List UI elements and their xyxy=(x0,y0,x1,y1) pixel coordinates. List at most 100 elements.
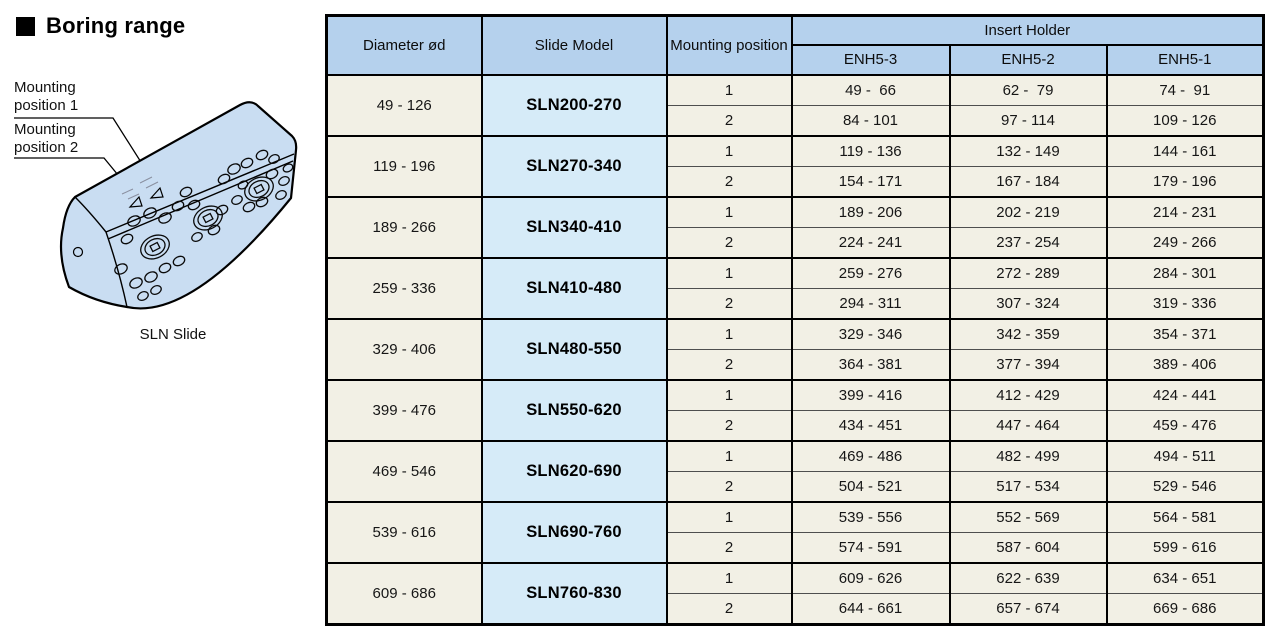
header-row-2: ENH5-3 ENH5-2 ENH5-1 xyxy=(327,44,1265,76)
range-cell-enh5-1: 214 - 231 xyxy=(1105,196,1265,228)
table-row: 2 84 - 101 97 - 114 109 - 126 xyxy=(327,105,1265,137)
range-cell-enh5-1: 109 - 126 xyxy=(1105,105,1265,137)
range-cell-enh5-2: 552 - 569 xyxy=(948,501,1108,533)
diameter-cell: 539 - 616 xyxy=(325,501,483,564)
range-cell-enh5-2: 167 - 184 xyxy=(948,166,1108,198)
range-cell-enh5-1: 74 - 91 xyxy=(1105,74,1265,106)
mounting-position-cell: 2 xyxy=(665,166,793,198)
mounting-position-cell: 1 xyxy=(665,318,793,350)
mounting-position-cell: 1 xyxy=(665,440,793,472)
mounting-position-cell: 2 xyxy=(665,288,793,320)
range-cell-enh5-3: 644 - 661 xyxy=(790,593,951,626)
range-cell-enh5-3: 119 - 136 xyxy=(790,135,951,167)
range-cell-enh5-1: 424 - 441 xyxy=(1105,379,1265,411)
diameter-cell: 469 - 546 xyxy=(325,440,483,503)
slide-model-cell: SLN270-340 xyxy=(480,135,668,198)
range-cell-enh5-1: 144 - 161 xyxy=(1105,135,1265,167)
section-title: Boring range xyxy=(16,13,185,39)
range-cell-enh5-2: 342 - 359 xyxy=(948,318,1108,350)
slide-model-cell: SLN550-620 xyxy=(480,379,668,442)
table-row: 259 - 336 SLN410-480 1 259 - 276 272 - 289 28… xyxy=(325,257,1265,320)
range-cell-enh5-3: 504 - 521 xyxy=(790,471,951,503)
table-row: 189 - 266 SLN340-410 1 189 - 206 202 - 219 21… xyxy=(325,196,1265,259)
range-cell-enh5-2: 517 - 534 xyxy=(948,471,1108,503)
table-row: 469 - 546 SLN620-690 1 469 - 486 482 - 499 49… xyxy=(325,440,1265,503)
header-row-1: Diameter ød Slide Model Mounting position I… xyxy=(325,14,1265,76)
table-row: 609 - 686 SLN760-830 1 609 - 626 622 - 639 63… xyxy=(325,562,1265,625)
range-cell-enh5-3: 154 - 171 xyxy=(790,166,951,198)
col-header-mounting-position: Mounting position xyxy=(665,14,793,76)
slide-body xyxy=(59,101,298,310)
slide-model-cell: SLN410-480 xyxy=(480,257,668,320)
illustration-caption: SLN Slide xyxy=(139,326,207,343)
range-cell-enh5-2: 377 - 394 xyxy=(948,349,1108,381)
table-row: 49 - 126 SLN200-270 1 49 - 66 62 - 79 74 - 91 xyxy=(325,74,1265,137)
diameter-cell: 49 - 126 xyxy=(325,74,483,137)
diameter-cell: 609 - 686 xyxy=(325,562,483,625)
mounting-position-cell: 1 xyxy=(665,196,793,228)
col-header-diameter: Diameter ød xyxy=(325,14,483,76)
range-cell-enh5-3: 49 - 66 xyxy=(790,74,951,106)
section-title-text: Boring range xyxy=(46,13,186,38)
sln-slide-illustration xyxy=(14,101,298,310)
col-header-insert-holder: Insert Holder xyxy=(790,14,1265,46)
range-cell-enh5-2: 447 - 464 xyxy=(948,410,1108,442)
table-row: 329 - 406 SLN480-550 1 329 - 346 342 - 359 35… xyxy=(325,318,1265,381)
range-cell-enh5-2: 237 - 254 xyxy=(948,227,1108,259)
section-marker-icon xyxy=(16,16,35,36)
col-header-enh-3: ENH5-3 xyxy=(790,44,951,76)
mounting-position-cell: 2 xyxy=(665,349,793,381)
range-cell-enh5-3: 399 - 416 xyxy=(790,379,951,411)
col-header-enh-2: ENH5-2 xyxy=(948,44,1108,76)
range-cell-enh5-3: 574 - 591 xyxy=(790,532,951,564)
diameter-cell: 119 - 196 xyxy=(325,135,483,198)
mounting-position-cell: 2 xyxy=(665,227,793,259)
table-row: 2 504 - 521 517 - 534 529 - 546 xyxy=(327,471,1265,503)
range-cell-enh5-2: 587 - 604 xyxy=(948,532,1108,564)
mounting-position-cell: 2 xyxy=(665,410,793,442)
range-cell-enh5-1: 599 - 616 xyxy=(1105,532,1265,564)
range-cell-enh5-2: 412 - 429 xyxy=(948,379,1108,411)
range-cell-enh5-3: 294 - 311 xyxy=(790,288,951,320)
slide-model-cell: SLN200-270 xyxy=(480,74,668,137)
range-cell-enh5-3: 434 - 451 xyxy=(790,410,951,442)
range-cell-enh5-2: 482 - 499 xyxy=(948,440,1108,472)
range-cell-enh5-2: 657 - 674 xyxy=(948,593,1108,626)
range-cell-enh5-1: 354 - 371 xyxy=(1105,318,1265,350)
range-cell-enh5-2: 307 - 324 xyxy=(948,288,1108,320)
table-row: 2 574 - 591 587 - 604 599 - 616 xyxy=(327,532,1265,564)
range-cell-enh5-3: 364 - 381 xyxy=(790,349,951,381)
diameter-cell: 189 - 266 xyxy=(325,196,483,259)
mounting-position-cell: 1 xyxy=(665,379,793,411)
diameter-cell: 329 - 406 xyxy=(325,318,483,381)
mounting-position-cell: 2 xyxy=(665,532,793,564)
slide-model-cell: SLN760-830 xyxy=(480,562,668,625)
range-cell-enh5-1: 634 - 651 xyxy=(1105,562,1265,594)
mounting-marker-1 xyxy=(149,186,164,199)
range-cell-enh5-1: 389 - 406 xyxy=(1105,349,1265,381)
range-cell-enh5-3: 189 - 206 xyxy=(790,196,951,228)
col-header-enh-1: ENH5-1 xyxy=(1105,44,1265,76)
range-cell-enh5-3: 469 - 486 xyxy=(790,440,951,472)
mounting-position-cell: 1 xyxy=(665,501,793,533)
table-row: 2 294 - 311 307 - 324 319 - 336 xyxy=(327,288,1265,320)
boring-range-table: Diameter ød Slide Model Mounting position I… xyxy=(325,14,1265,626)
range-cell-enh5-2: 272 - 289 xyxy=(948,257,1108,289)
range-cell-enh5-1: 179 - 196 xyxy=(1105,166,1265,198)
range-cell-enh5-3: 224 - 241 xyxy=(790,227,951,259)
range-cell-enh5-1: 459 - 476 xyxy=(1105,410,1265,442)
range-cell-enh5-2: 132 - 149 xyxy=(948,135,1108,167)
slide-model-cell: SLN480-550 xyxy=(480,318,668,381)
slide-model-cell: SLN690-760 xyxy=(480,501,668,564)
diameter-cell: 399 - 476 xyxy=(325,379,483,442)
range-cell-enh5-1: 494 - 511 xyxy=(1105,440,1265,472)
range-cell-enh5-2: 202 - 219 xyxy=(948,196,1108,228)
range-cell-enh5-1: 284 - 301 xyxy=(1105,257,1265,289)
range-cell-enh5-3: 609 - 626 xyxy=(790,562,951,594)
table-row: 539 - 616 SLN690-760 1 539 - 556 552 - 569 56… xyxy=(325,501,1265,564)
range-cell-enh5-3: 259 - 276 xyxy=(790,257,951,289)
table-row: 399 - 476 SLN550-620 1 399 - 416 412 - 429 42… xyxy=(325,379,1265,442)
table-row: 119 - 196 SLN270-340 1 119 - 136 132 - 149 14… xyxy=(325,135,1265,198)
mounting-position-cell: 2 xyxy=(665,593,793,626)
mounting-position-1-label: Mounting position 1 xyxy=(14,79,79,114)
